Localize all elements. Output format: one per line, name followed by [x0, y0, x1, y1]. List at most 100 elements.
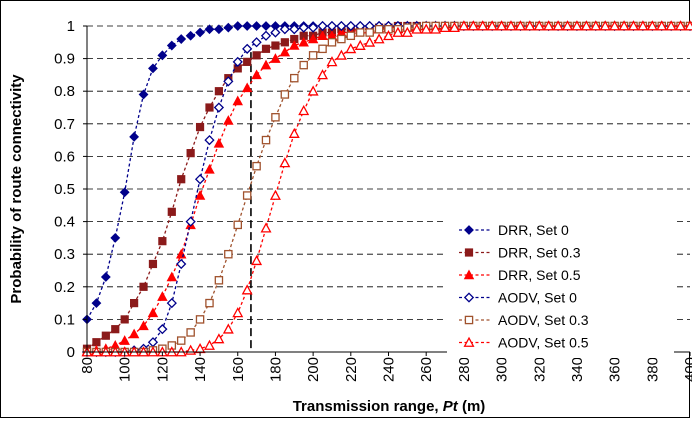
- series-5-point-29: [354, 39, 366, 50]
- legend-marker-4: [464, 315, 474, 325]
- x-tick-label-3: 140: [192, 357, 209, 382]
- series-5-point-36: [420, 23, 432, 34]
- series-5-point-35: [411, 23, 423, 34]
- series-5-point-28: [345, 43, 357, 54]
- legend-label-2: DRR, Set 0.5: [498, 267, 581, 283]
- series-2-point-7: [147, 307, 159, 318]
- x-tick-label-9: 260: [418, 357, 435, 382]
- series-1-point-14: [214, 87, 224, 96]
- series-5-point-49: [543, 20, 555, 31]
- series-4-point-17: [242, 191, 252, 200]
- series-5-point-44: [496, 20, 508, 31]
- series-2-point-9: [166, 271, 178, 282]
- x-tick-label-11: 300: [494, 357, 511, 382]
- series-0-point-2: [100, 272, 111, 282]
- series-4-point-14: [214, 276, 224, 285]
- y-tick-label-4: 0.4: [54, 214, 75, 231]
- x-tick-label-14: 360: [607, 357, 624, 382]
- series-5-point-25: [317, 69, 329, 80]
- series-3-point-24: [308, 22, 319, 33]
- x-axis-title-text: Transmission range,: [293, 398, 443, 415]
- series-5-point-60: [646, 20, 658, 31]
- series-2-point-18: [251, 69, 262, 80]
- series-2-point-14: [213, 137, 225, 148]
- series-5-point-22: [288, 127, 300, 138]
- legend-label-0: DRR, Set 0: [498, 222, 569, 238]
- series-5-point-52: [571, 20, 583, 31]
- series-0-point-5: [129, 131, 140, 142]
- y-tick-labels: 0 0.1 0.2 0.3 0.4 0.5 0.6 0.7 0.8 0.9 1: [54, 18, 75, 361]
- series-5-point-33: [392, 26, 404, 37]
- series-2-point-15: [223, 115, 234, 125]
- series-0-point-4: [119, 187, 130, 198]
- series-2-point-20: [270, 53, 281, 63]
- series-3-point-9: [166, 297, 177, 309]
- y-axis-title: Probability of route connectivity: [8, 74, 25, 304]
- series-4-point-19: [261, 135, 271, 145]
- series-1-point-18: [252, 51, 261, 60]
- series-1-point-11: [186, 149, 195, 158]
- x-tick-label-5: 180: [267, 357, 284, 382]
- series-4-point-12: [195, 315, 205, 324]
- series-4-point-22: [290, 73, 299, 83]
- series-2-point-22: [289, 40, 300, 50]
- series-4-point-18: [252, 161, 261, 171]
- series-2-point-17: [241, 82, 253, 93]
- series-1-point-21: [280, 38, 289, 47]
- series-5-point-58: [627, 20, 639, 31]
- series-3-point-27: [336, 20, 347, 32]
- series-5-point-62: [665, 20, 677, 31]
- series-3-point-22: [289, 24, 300, 35]
- series-5-point-59: [637, 20, 649, 31]
- series-3-point-8: [157, 324, 168, 335]
- series-3-point-25: [317, 20, 328, 32]
- series-0-point-7: [148, 63, 158, 74]
- y-tick-label-2: 0.2: [54, 279, 75, 296]
- series-5-point-40: [458, 20, 470, 31]
- series-4-point-23: [299, 60, 308, 70]
- series-4-point-11: [186, 328, 195, 337]
- y-tick-label-5: 0.5: [54, 181, 75, 198]
- series-5-point-38: [439, 21, 451, 33]
- series-2-point-21: [279, 46, 291, 57]
- series-3-point-23: [298, 22, 309, 33]
- series-5-point-45: [505, 20, 517, 31]
- series-5-point-16: [232, 307, 244, 318]
- x-tick-label-8: 240: [381, 357, 398, 382]
- x-tick-label-16: 400: [682, 357, 692, 382]
- series-1-point-2: [101, 331, 110, 340]
- series-2-point-13: [204, 163, 215, 174]
- series-4-point-24: [308, 51, 318, 60]
- series-5-point-32: [383, 30, 394, 41]
- legend-label-3: AODV, Set 0: [498, 290, 577, 306]
- series-5-point-21: [279, 157, 291, 168]
- legend-marker-1: [464, 248, 474, 257]
- series-0-point-13: [204, 24, 215, 35]
- legend-marker-2: [463, 269, 475, 280]
- series-4-point-28: [346, 31, 356, 41]
- series-0-point-17: [242, 21, 253, 31]
- series-5-point-31: [373, 33, 385, 44]
- series-3-point-10: [176, 258, 187, 270]
- series-3-point-21: [279, 24, 290, 35]
- x-tick-label-2: 120: [154, 357, 171, 382]
- series-5-point-30: [364, 36, 376, 47]
- series-3-point-28: [345, 20, 356, 32]
- series-5: [81, 20, 692, 357]
- series-2-point-6: [138, 320, 149, 331]
- series-5-point-53: [580, 20, 592, 31]
- series-5-point-18: [251, 254, 263, 266]
- series-4-point-15: [224, 249, 233, 259]
- series-2-point-23: [298, 36, 309, 47]
- series-4-point-20: [271, 113, 280, 122]
- series-5-point-39: [448, 21, 460, 33]
- series-1-point-3: [111, 325, 120, 334]
- series-5-point-63: [675, 20, 687, 31]
- series-0-point-16: [232, 21, 243, 31]
- x-axis-title-unit: (m): [458, 398, 486, 415]
- legend-label-4: AODV, Set 0.3: [498, 312, 589, 328]
- series-0-point-9: [166, 40, 177, 51]
- x-tick-label-7: 220: [343, 357, 360, 382]
- series-3-point-18: [251, 37, 262, 48]
- x-tick-label-4: 160: [230, 357, 247, 382]
